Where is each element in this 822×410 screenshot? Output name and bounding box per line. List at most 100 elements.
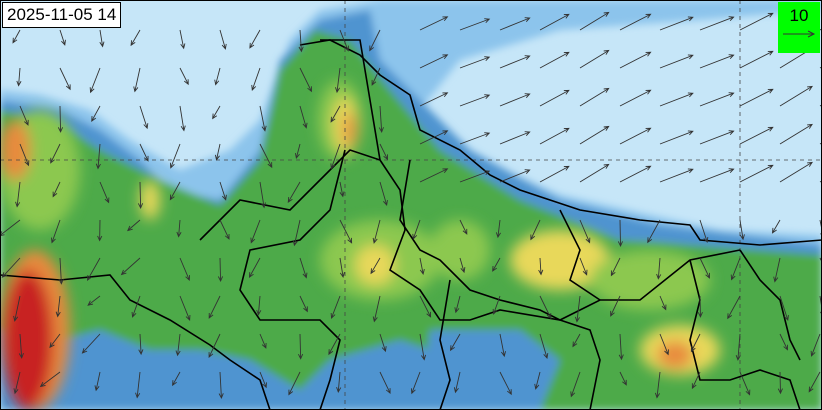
wind-arrow-icon	[251, 67, 261, 91]
wind-arrow-icon	[51, 219, 61, 244]
wind-arrow-icon	[15, 181, 21, 208]
wind-arrow-icon	[570, 371, 581, 398]
wind-arrow-icon	[120, 257, 141, 276]
wind-arrow-icon	[219, 219, 230, 240]
wind-arrow-icon	[335, 67, 341, 94]
wind-arrow-icon	[248, 257, 261, 279]
wind-arrow-icon	[619, 89, 652, 107]
wind-arrow-icon	[379, 371, 391, 395]
wind-arrow-icon	[619, 51, 652, 69]
wind-arrow-icon	[499, 17, 531, 31]
wind-arrow-icon	[12, 29, 21, 44]
wind-arrow-icon	[610, 257, 621, 277]
wind-arrow-icon	[699, 54, 735, 69]
wind-arrow-icon	[212, 105, 221, 120]
wind-legend-box: 10	[778, 2, 820, 53]
wind-arrow-icon	[58, 257, 64, 285]
wind-arrow-icon	[299, 295, 308, 313]
wind-arrow-icon	[771, 219, 781, 234]
wind-arrow-icon	[369, 29, 381, 52]
wind-arrow-icon	[730, 257, 741, 281]
wind-arrow-icon	[610, 295, 621, 317]
wind-arrow-icon	[250, 219, 261, 244]
wind-arrow-icon	[459, 170, 491, 183]
wind-arrow-icon	[617, 219, 623, 247]
wind-arrow-icon	[579, 87, 610, 107]
wind-arrow-icon	[459, 219, 468, 235]
wind-arrow-icon	[179, 29, 186, 50]
wind-arrow-icon	[619, 371, 627, 386]
wind-arrow-icon	[419, 295, 432, 318]
wind-arrow-icon	[133, 67, 141, 93]
wind-arrow-icon	[810, 333, 821, 357]
wind-arrow-icon	[89, 67, 101, 94]
wind-arrow-icon	[218, 371, 224, 399]
wind-arrow-icon	[94, 371, 101, 392]
wind-arrow-icon	[419, 130, 449, 145]
wind-arrow-icon	[169, 143, 181, 169]
wind-arrow-icon	[339, 29, 349, 52]
wind-arrow-icon	[539, 295, 552, 320]
wind-arrow-icon	[574, 295, 581, 323]
wind-arrow-icon	[176, 219, 182, 238]
wind-arrow-icon	[538, 257, 544, 276]
intensity-blobs	[0, 80, 720, 410]
wind-arrow-icon	[259, 181, 266, 209]
wind-arrow-icon	[579, 163, 610, 183]
wind-arrow-icon	[379, 181, 388, 207]
wind-arrow-icon	[169, 181, 181, 201]
wind-arrow-icon	[779, 333, 788, 351]
wind-arrow-icon	[19, 143, 30, 167]
wind-arrow-icon	[412, 219, 421, 240]
wind-arrow-icon	[499, 371, 512, 396]
wind-arrow-icon	[539, 13, 570, 31]
wind-arrow-icon	[179, 67, 189, 86]
wind-arrow-icon	[419, 54, 449, 69]
wind-arrow-icon	[57, 105, 64, 133]
wind-arrow-icon	[13, 295, 21, 322]
wind-arrow-icon	[137, 181, 144, 209]
wind-arrow-icon	[298, 333, 304, 360]
wind-arrow-icon	[259, 105, 267, 132]
wind-arrow-icon	[372, 295, 381, 323]
legend-reference-value: 10	[789, 6, 809, 25]
wind-arrow-icon	[328, 333, 341, 356]
wind-arrow-icon	[739, 126, 774, 145]
timestamp-label: 2025-11-05 14	[2, 2, 122, 28]
wind-arrow-icon	[91, 105, 101, 122]
wind-arrow-icon	[459, 56, 491, 69]
wind-arrow-icon	[259, 371, 267, 389]
wind-arrow-icon	[777, 371, 783, 395]
wind-arrow-icon	[298, 29, 304, 53]
wind-arrow-icon	[539, 333, 549, 360]
wind-arrow-icon	[739, 371, 751, 396]
wind-arrow-icon	[299, 257, 308, 279]
wind-arrow-icon	[699, 130, 735, 145]
wind-arrow-icon	[288, 371, 301, 396]
wind-arrow-icon	[50, 143, 61, 164]
wind-arrow-icon	[81, 333, 101, 354]
wind-arrow-icon	[294, 143, 301, 160]
wind-arrow-icon	[419, 168, 449, 183]
wind-arrow-icon	[379, 143, 388, 161]
wind-arrow-icon	[499, 55, 531, 69]
wind-arrow-icon	[499, 169, 531, 183]
wind-arrow-icon	[659, 168, 694, 183]
wind-arrow-icon	[299, 67, 312, 93]
wind-arrow-icon	[579, 11, 610, 31]
wind-arrow-icon	[492, 295, 501, 315]
wind-arrow-icon	[59, 29, 66, 46]
wind-arrow-icon	[299, 105, 308, 129]
wind-arrow-icon	[378, 105, 384, 133]
wind-arrow-icon	[779, 161, 813, 183]
wind-arrow-icon	[727, 295, 741, 320]
wind-arrow-icon	[492, 257, 501, 272]
wind-arrow-icon	[459, 132, 491, 145]
wind-arrow-icon	[208, 295, 221, 319]
wind-arrow-icon	[139, 105, 149, 130]
wind-arrow-icon	[572, 333, 581, 348]
wind-arrow-icon	[379, 333, 387, 353]
wind-arrow-icon	[175, 333, 181, 357]
